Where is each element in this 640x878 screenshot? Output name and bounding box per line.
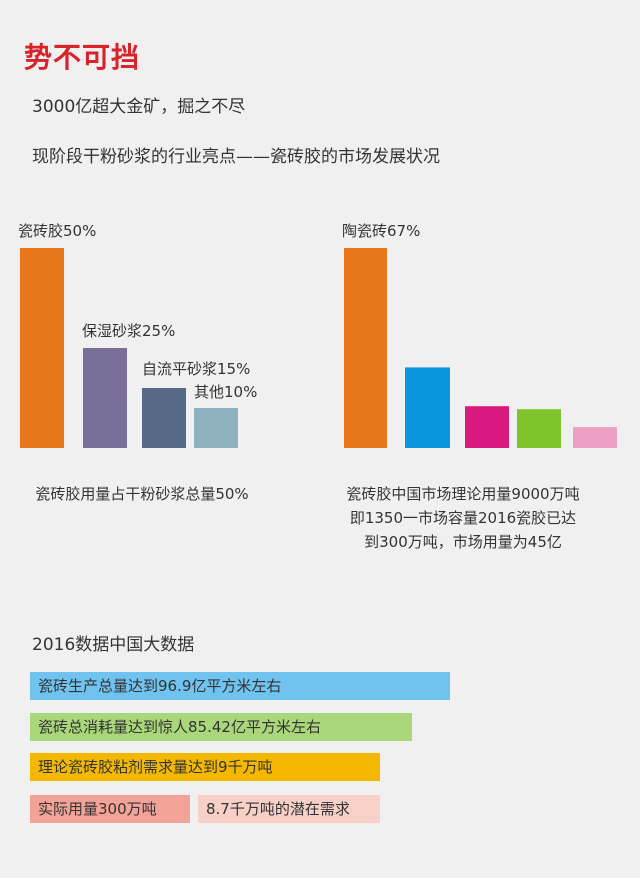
bar-label-0-3: 其他10% (194, 383, 257, 401)
bar-0-3 (194, 408, 238, 448)
page-subtitle: 3000亿超大金矿，掘之不尽 (32, 97, 246, 117)
bar-label-0-0: 瓷砖胶50% (18, 222, 96, 240)
big-data-bar-3: 实际用量300万吨 (30, 795, 190, 823)
big-data-bar-4: 8.7千万吨的潜在需求 (198, 795, 380, 823)
bar-0-2 (142, 388, 186, 448)
bar-1-1 (405, 367, 450, 448)
bar-1-2 (465, 406, 509, 448)
section-headline: 现阶段干粉砂浆的行业亮点——瓷砖胶的市场发展状况 (32, 147, 440, 167)
big-data-title: 2016数据中国大数据 (32, 635, 195, 655)
page-title: 势不可挡 (24, 41, 141, 74)
right-caption-line: 即1350一市场容量2016瓷胶已达 (349, 509, 577, 527)
bar-label-0-2: 自流平砂浆15% (142, 360, 250, 378)
big-data-bar-1: 瓷砖总消耗量达到惊人85.42亿平方米左右 (30, 713, 412, 741)
big-data-bar-2: 理论瓷砖胶粘剂需求量达到9千万吨 (30, 753, 380, 781)
bar-label-1-0: 陶瓷砖67% (342, 222, 420, 240)
right-caption-line: 到300万吨，市场用量为45亿 (364, 533, 562, 551)
bar-1-3 (517, 409, 561, 448)
bar-0-0 (20, 248, 64, 448)
bar-0-1 (83, 348, 127, 448)
left-chart-caption: 瓷砖胶用量占干粉砂浆总量50% (35, 485, 249, 503)
right-caption-line: 瓷砖胶中国市场理论用量9000万吨 (346, 485, 580, 503)
bar-1-4 (573, 427, 617, 448)
big-data-bar-0: 瓷砖生产总量达到96.9亿平方米左右 (30, 672, 450, 700)
bar-1-0 (344, 248, 387, 448)
bar-label-0-1: 保湿砂浆25% (82, 322, 175, 340)
right-chart-caption: 瓷砖胶中国市场理论用量9000万吨 即1350一市场容量2016瓷胶已达 到30… (318, 482, 608, 554)
